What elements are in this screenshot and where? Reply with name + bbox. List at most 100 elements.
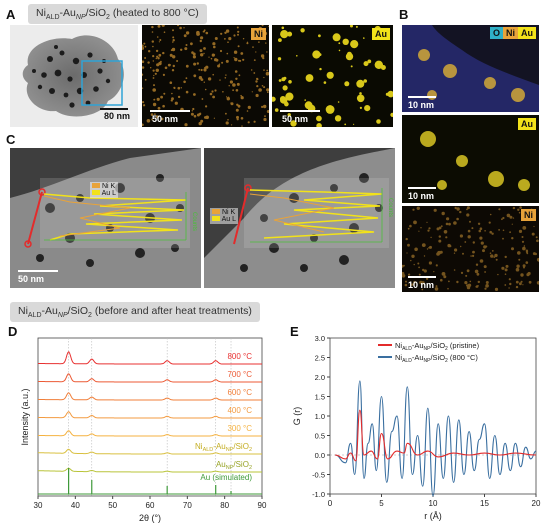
map-pixel <box>464 241 467 243</box>
map-pixel <box>425 277 429 280</box>
map-pixel <box>203 47 206 50</box>
map-pixel <box>172 29 174 32</box>
series-line <box>38 430 262 437</box>
map-pixel <box>427 229 430 232</box>
map-pixel <box>144 45 147 48</box>
map-pixel <box>521 236 524 238</box>
scale-bar <box>280 110 320 112</box>
map-pixel <box>469 280 472 283</box>
legend-text: Au L <box>101 190 116 197</box>
map-pixel <box>185 31 190 35</box>
map-pixel <box>509 231 511 234</box>
scale-bar <box>408 96 436 98</box>
map-pixel <box>421 288 424 291</box>
map-pixel <box>418 273 421 276</box>
label-part: ALD <box>203 447 214 453</box>
tag-o: O <box>489 27 503 39</box>
legend-part: (pristine) <box>448 341 480 350</box>
y-tick-label: -1.0 <box>312 490 325 499</box>
map-pixel <box>213 54 216 56</box>
map-pixel <box>374 60 383 69</box>
x-tick-label: 80 <box>220 501 229 510</box>
map-pixel <box>466 206 470 210</box>
map-pixel <box>229 80 233 84</box>
map-pixel <box>200 119 204 123</box>
map-pixel <box>420 227 422 229</box>
banner-sub: ALD <box>45 14 60 22</box>
map-pixel <box>484 287 487 290</box>
linescan-legend: Ni K Au L <box>210 208 238 224</box>
panel-b-ni-map: Ni 10 nm <box>402 206 539 292</box>
map-pixel <box>501 218 503 221</box>
map-pixel <box>356 94 365 103</box>
scale-label-10nm: 10 nm <box>408 191 435 201</box>
map-pixel <box>240 52 244 55</box>
map-pixel <box>509 282 512 286</box>
banner-sub: NP <box>57 312 68 320</box>
map-pixel <box>447 287 449 290</box>
map-pixel <box>143 42 146 45</box>
legend-label: NiALD-AuNP/SiO2 (800 °C) <box>395 353 478 364</box>
map-pixel <box>408 273 411 276</box>
map-pixel <box>326 71 334 79</box>
map-pixel <box>483 265 487 269</box>
linescan-image-1 <box>10 148 201 288</box>
map-pixel <box>152 69 155 72</box>
map-pixel <box>464 281 468 285</box>
label-part: NP <box>226 465 234 471</box>
map-pixel <box>534 252 537 256</box>
map-pixel <box>536 239 539 243</box>
map-pixel <box>519 206 522 209</box>
map-pixel <box>162 51 165 55</box>
chart-legend: NiALD-AuNP/SiO2 (pristine)NiALD-AuNP/SiO… <box>378 341 480 364</box>
map-pixel <box>256 85 259 88</box>
map-pixel <box>143 105 145 107</box>
map-pixel <box>242 38 245 40</box>
panel-a-au-map: Au 50 nm <box>272 25 393 127</box>
map-pixel <box>435 285 438 288</box>
map-pixel <box>434 287 439 291</box>
x-tick-label: 10 <box>429 499 438 508</box>
map-pixel <box>484 271 486 273</box>
x-tick-label: 50 <box>108 501 117 510</box>
map-pixel <box>472 254 475 257</box>
map-pixel <box>304 99 306 101</box>
map-pixel <box>193 114 197 118</box>
series-label: 400 °C <box>227 406 252 415</box>
map-pixel <box>411 283 415 286</box>
legend-text: Ni K <box>221 209 236 216</box>
map-pixel <box>151 118 153 121</box>
map-pixel <box>233 50 238 54</box>
map-pixel <box>526 273 530 277</box>
map-pixel <box>151 31 154 33</box>
map-pixel <box>185 64 189 68</box>
map-pixel <box>230 102 234 106</box>
map-pixel <box>142 73 144 76</box>
figure-banner-bottom: NiALD-AuNP/SiO2 (before and after heat t… <box>10 302 260 323</box>
x-tick-label: 15 <box>480 499 489 508</box>
series-label: 300 °C <box>227 424 252 433</box>
map-pixel <box>171 92 173 95</box>
map-pixel <box>238 59 240 62</box>
map-pixel <box>142 101 145 104</box>
legend-au-l: Au L <box>212 216 236 223</box>
map-pixel <box>198 68 201 71</box>
map-pixel <box>176 25 180 27</box>
map-pixel <box>517 251 521 255</box>
legend-part: /SiO <box>430 353 445 362</box>
panel-a-ni-map: Ni 50 nm <box>142 25 269 127</box>
map-pixel <box>151 40 154 43</box>
map-pixel <box>155 49 159 53</box>
map-pixel <box>428 227 431 230</box>
map-pixel <box>296 55 298 57</box>
map-pixel <box>536 281 539 285</box>
map-pixel <box>185 77 188 80</box>
map-pixel <box>488 221 491 224</box>
map-pixel <box>203 68 207 72</box>
map-pixel <box>164 66 168 70</box>
series-line <box>38 467 262 473</box>
legend-part: ALD <box>402 358 412 364</box>
map-pixel <box>213 45 216 49</box>
map-pixel <box>142 66 145 69</box>
map-pixel <box>225 59 229 63</box>
